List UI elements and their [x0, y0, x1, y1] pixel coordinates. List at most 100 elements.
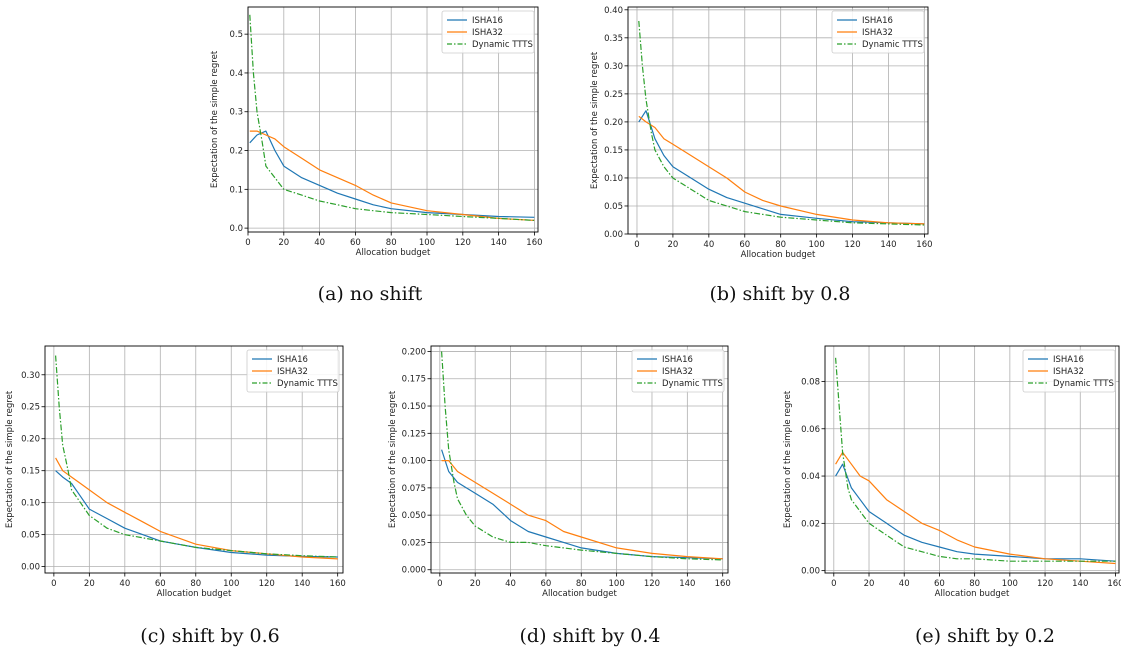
- y-tick-label: 0.04: [801, 472, 820, 482]
- y-tick-label: 0.100: [402, 457, 426, 467]
- y-tick-label: 0.10: [604, 174, 623, 184]
- x-tick-label: 20: [84, 579, 95, 589]
- x-tick-label: 0: [831, 579, 836, 589]
- x-tick-label: 100: [419, 238, 435, 248]
- caption-shift-0-2: (e) shift by 0.2: [914, 625, 1056, 647]
- chart-svg: 0 20 40 60 80 100 120 140 160 0.0 0.1 0.2 0.3 0.4 0.5 A…: [210, 6, 543, 258]
- legend-label: Dynamic TTTS: [862, 40, 923, 50]
- legend: ISHA16 ISHA32 Dynamic TTTS: [441, 10, 535, 54]
- y-tick-label: 0.150: [402, 402, 426, 412]
- x-tick-label: 40: [505, 579, 516, 589]
- series-line-dynamic-ttts: [249, 14, 535, 221]
- y-tick-label: 0.02: [801, 519, 820, 529]
- legend-box: [246, 349, 340, 393]
- chart-svg: 0 20 40 60 80 100 120 140 160 0.00 0.05 0.10 0.15 0.2…: [5, 345, 346, 599]
- y-tick-label: 0.4: [229, 69, 243, 79]
- x-tick-label: 80: [386, 238, 397, 248]
- x-tick-label: 100: [609, 579, 625, 589]
- legend-label: Dynamic TTTS: [662, 379, 723, 389]
- x-tick-label: 140: [294, 579, 310, 589]
- x-tick-label: 120: [455, 238, 471, 248]
- y-tick-label: 0.35: [604, 34, 623, 44]
- chart-panel-no-shift: 0 20 40 60 80 100 120 140 160 0.0 0.1 0.2 0.3 0.4 0.5 A…: [210, 4, 543, 259]
- y-tick-label: 0.0: [229, 224, 243, 234]
- axes-frame: [627, 6, 929, 235]
- x-tick-label: 0: [437, 579, 442, 589]
- series-line-dynamic-ttts: [835, 357, 1116, 562]
- y-tick-label: 0.25: [604, 90, 623, 100]
- y-tick-label: 0.10: [21, 499, 40, 509]
- legend-label: ISHA32: [472, 28, 503, 38]
- x-tick-label: 20: [278, 238, 289, 248]
- y-tick-label: 0.15: [21, 467, 40, 477]
- y-axis-label: Expectation of the simple regret: [210, 50, 220, 188]
- y-axis-label: Expectation of the simple regret: [388, 390, 398, 528]
- x-tick-label: 140: [679, 579, 695, 589]
- y-tick-label: 0.05: [21, 531, 40, 541]
- legend-label: ISHA16: [1053, 355, 1084, 365]
- y-tick-label: 0.00: [21, 563, 40, 573]
- x-tick-label: 80: [576, 579, 587, 589]
- x-tick-label: 160: [916, 240, 932, 250]
- y-tick-label: 0.200: [402, 347, 426, 357]
- y-tick-label: 0.05: [604, 202, 623, 212]
- y-tick-label: 0.125: [402, 429, 426, 439]
- y-tick-label: 0.00: [801, 567, 820, 577]
- series-line-isha16: [55, 470, 338, 558]
- x-tick-label: 0: [51, 579, 56, 589]
- x-tick-label: 140: [880, 240, 896, 250]
- x-tick-label: 40: [703, 240, 714, 250]
- legend: ISHA16 ISHA32 Dynamic TTTS: [831, 10, 925, 54]
- x-tick-label: 60: [350, 238, 361, 248]
- x-tick-label: 20: [667, 240, 678, 250]
- caption-no-shift: (a) no shift: [317, 283, 423, 305]
- legend-label: ISHA32: [1053, 367, 1084, 377]
- series-line-dynamic-ttts: [638, 20, 925, 226]
- caption-shift-0-8: (b) shift by 0.8: [709, 283, 851, 305]
- series-line-dynamic-ttts: [55, 355, 338, 558]
- y-tick-label: 0.20: [21, 435, 40, 445]
- chart-svg: 0 20 40 60 80 100 120 140 160 0.00 0.05 0.10 0.15 0.2…: [590, 6, 933, 260]
- y-tick-label: 0.175: [402, 375, 426, 385]
- y-tick-label: 0.025: [402, 538, 426, 548]
- axes-frame: [44, 345, 344, 574]
- x-tick-label: 100: [223, 579, 239, 589]
- y-tick-label: 0.2: [229, 147, 243, 157]
- chart-panel-shift-0-8: 0 20 40 60 80 100 120 140 160 0.00 0.05 0.10 0.15 0.2…: [590, 4, 933, 260]
- legend-box: [831, 10, 925, 54]
- chart-panel-shift-0-2: 0 20 40 60 80 100 120 140 160 0.00 0.02 0.04 0.06 0.0…: [783, 343, 1121, 599]
- legend-box: [1022, 349, 1116, 393]
- y-tick-label: 0.1: [229, 185, 243, 195]
- x-tick-label: 60: [739, 240, 750, 250]
- x-tick-label: 160: [526, 238, 542, 248]
- legend-label: ISHA16: [472, 16, 503, 26]
- y-tick-label: 0.3: [229, 108, 243, 118]
- x-axis-label: Allocation budget: [935, 589, 1010, 599]
- chart-svg: 0 20 40 60 80 100 120 140 160 0.000 0.025 0.050 0.07…: [388, 345, 731, 599]
- y-tick-label: 0.30: [21, 371, 40, 381]
- legend: ISHA16 ISHA32 Dynamic TTTS: [246, 349, 340, 393]
- series-line-isha32: [441, 459, 723, 560]
- x-tick-label: 120: [259, 579, 275, 589]
- series-line-isha32: [835, 451, 1116, 565]
- x-tick-label: 60: [934, 579, 945, 589]
- axes-frame: [247, 6, 539, 233]
- axes-frame: [430, 345, 729, 574]
- x-tick-label: 140: [1072, 579, 1088, 589]
- y-tick-label: 0.40: [604, 6, 623, 16]
- x-tick-label: 100: [1002, 579, 1018, 589]
- x-axis-label: Allocation budget: [542, 589, 617, 599]
- caption-shift-0-4: (d) shift by 0.4: [519, 625, 661, 647]
- x-tick-label: 120: [844, 240, 860, 250]
- x-tick-label: 60: [540, 579, 551, 589]
- y-tick-label: 0.075: [402, 484, 426, 494]
- legend-label: Dynamic TTTS: [472, 40, 533, 50]
- caption-shift-0-6: (c) shift by 0.6: [140, 625, 280, 647]
- legend-box: [631, 349, 725, 393]
- x-axis-label: Allocation budget: [741, 250, 816, 260]
- legend-label: Dynamic TTTS: [1053, 379, 1114, 389]
- legend-label: ISHA16: [862, 16, 893, 26]
- x-tick-label: 160: [715, 579, 731, 589]
- legend-label: ISHA16: [277, 355, 308, 365]
- x-axis-label: Allocation budget: [356, 248, 431, 258]
